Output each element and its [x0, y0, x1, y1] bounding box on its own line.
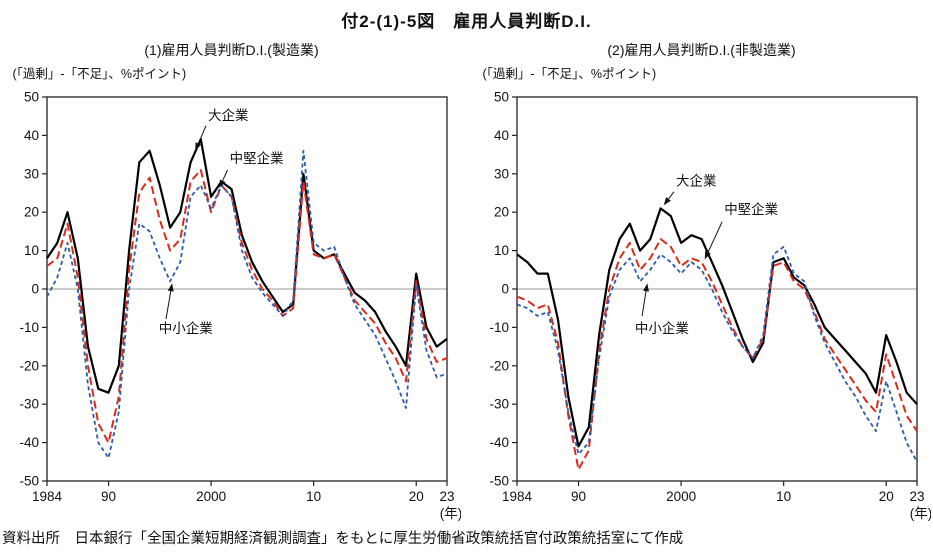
series-lines	[515, 207, 918, 471]
svg-text:20: 20	[878, 489, 893, 504]
svg-text:10: 10	[306, 489, 321, 504]
svg-text:-50: -50	[19, 474, 39, 489]
svg-text:23: 23	[439, 489, 454, 504]
svg-text:中堅企業: 中堅企業	[229, 150, 283, 166]
y-axis-unit-label-manufacturing: (「過剰」-「不足」、%ポイント)	[12, 67, 187, 81]
svg-text:-40: -40	[489, 435, 509, 450]
svg-text:2000: 2000	[196, 489, 226, 504]
svg-text:中小企業: 中小企業	[158, 320, 212, 336]
series-line-2	[45, 149, 447, 459]
svg-text:-40: -40	[19, 435, 39, 450]
figure-title: 付2-(1)-5図 雇用人員判断D.I.	[341, 12, 592, 31]
chart-non-manufacturing: -50 -40 -30 -20 -10 0 10 20 30 40 50 1984 90 2000 10 20…	[489, 90, 931, 522]
svg-text:-30: -30	[489, 397, 509, 412]
series-line-2	[516, 245, 918, 463]
svg-text:0: 0	[501, 282, 509, 297]
x-axis-unit-label: (年)	[439, 506, 460, 521]
svg-text:10: 10	[776, 489, 791, 504]
svg-text:1984: 1984	[31, 489, 62, 504]
source-note: 資料出所 日本銀行「全国企業短期経済観測調査」をもとに厚生労働省政策統括官付政策…	[2, 531, 684, 547]
svg-text:大企業: 大企業	[676, 172, 717, 188]
panel-title-manufacturing: (1)雇用人員判断D.I.(製造業)	[144, 42, 319, 58]
svg-text:50: 50	[493, 90, 508, 105]
series-line-1	[45, 169, 447, 444]
svg-text:20: 20	[493, 205, 508, 220]
svg-text:-50: -50	[489, 474, 509, 489]
svg-text:10: 10	[493, 243, 508, 258]
svg-text:23: 23	[909, 489, 924, 504]
svg-text:0: 0	[31, 282, 39, 297]
svg-text:1984: 1984	[501, 489, 532, 504]
panel-manufacturing: (1)雇用人員判断D.I.(製造業) (「過剰」-「不足」、%ポイント) -50…	[3, 40, 461, 523]
x-axis-unit-label: (年)	[909, 506, 930, 521]
svg-text:50: 50	[23, 90, 38, 105]
y-axis: -50 -40 -30 -20 -10 0 10 20 30 40 50	[489, 90, 517, 489]
plot-frame	[515, 96, 918, 482]
svg-text:90: 90	[571, 489, 586, 504]
svg-text:40: 40	[493, 128, 508, 143]
svg-text:20: 20	[23, 205, 38, 220]
svg-text:10: 10	[23, 243, 38, 258]
panel-non-manufacturing: (2)雇用人員判断D.I.(非製造業) (「過剰」-「不足」、%ポイント) -5…	[473, 40, 931, 523]
series-line-1	[516, 238, 918, 471]
svg-text:-20: -20	[489, 358, 509, 373]
y-axis-unit-label-non-manufacturing: (「過剰」-「不足」、%ポイント)	[482, 67, 657, 81]
svg-text:90: 90	[101, 489, 116, 504]
svg-text:-20: -20	[19, 358, 39, 373]
series-lines	[45, 138, 448, 459]
panel-title-non-manufacturing: (2)雇用人員判断D.I.(非製造業)	[607, 42, 796, 58]
svg-text:40: 40	[23, 128, 38, 143]
svg-text:中小企業: 中小企業	[634, 320, 688, 336]
svg-text:-10: -10	[19, 320, 39, 335]
x-axis: 1984 90 2000 10 20 23 (年)	[501, 481, 931, 521]
x-axis: 1984 90 2000 10 20 23 (年)	[31, 481, 461, 521]
svg-text:20: 20	[408, 489, 423, 504]
svg-text:大企業: 大企業	[208, 107, 249, 123]
y-axis: -50 -40 -30 -20 -10 0 10 20 30 40 50	[19, 90, 47, 489]
series-line-0	[515, 207, 918, 448]
charts-row: (1)雇用人員判断D.I.(製造業) (「過剰」-「不足」、%ポイント) -50…	[0, 40, 933, 523]
svg-text:-30: -30	[19, 397, 39, 412]
svg-text:30: 30	[493, 166, 508, 181]
series-line-0	[45, 138, 448, 394]
svg-text:2000: 2000	[666, 489, 696, 504]
svg-text:30: 30	[23, 166, 38, 181]
svg-text:中堅企業: 中堅企業	[724, 201, 778, 217]
plot-frame	[45, 96, 448, 482]
chart-manufacturing: -50 -40 -30 -20 -10 0 10 20 30 40 50 1984 90 2000 10 20…	[19, 90, 461, 522]
svg-text:-10: -10	[489, 320, 509, 335]
